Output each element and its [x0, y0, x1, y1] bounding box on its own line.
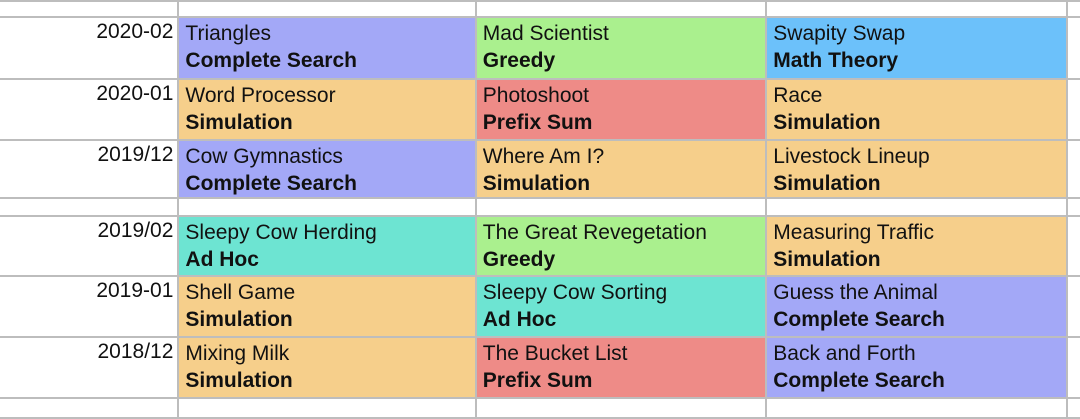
problem-name: Photoshoot — [482, 84, 590, 107]
blank-row — [0, 397, 1080, 419]
empty-cell[interactable] — [1065, 197, 1080, 217]
problem-cell[interactable] — [474, 197, 768, 217]
problem-category: Simulation — [773, 172, 881, 195]
problem-category: Complete Search — [773, 308, 945, 331]
problem-cell[interactable] — [474, 0, 768, 18]
date-cell[interactable]: 2019-01 — [0, 275, 180, 338]
problem-name: Back and Forth — [773, 342, 916, 365]
problem-category: Greedy — [482, 49, 556, 72]
table-row: 2020-01 Word Processor Simulation Photoshoo… — [0, 78, 1080, 141]
problem-cell[interactable] — [177, 197, 477, 217]
problem-cell[interactable]: Swapity Swap Math Theory — [765, 16, 1068, 80]
date-cell[interactable]: 2019/12 — [0, 139, 180, 199]
problem-cell[interactable]: The Great Revegetation Greedy — [474, 215, 768, 277]
empty-cell[interactable] — [1065, 397, 1080, 419]
problem-category: Greedy — [482, 248, 556, 271]
problem-cell[interactable]: Where Am I? Simulation — [474, 139, 768, 199]
problem-category: Complete Search — [773, 369, 945, 392]
problem-cell[interactable]: The Bucket List Prefix Sum — [474, 336, 768, 399]
date-cell[interactable] — [0, 197, 180, 217]
table-row: 2018/12 Mixing Milk Simulation The Bucket L… — [0, 336, 1080, 399]
problem-cell[interactable]: Cow Gymnastics Complete Search — [177, 139, 477, 199]
problem-cell[interactable]: Guess the Animal Complete Search — [765, 275, 1068, 338]
problem-cell[interactable] — [177, 0, 477, 18]
table-row: 2019-01 Shell Game Simulation Sleepy Cow So… — [0, 275, 1080, 338]
empty-cell[interactable] — [1065, 0, 1080, 18]
problem-name: Triangles — [185, 22, 271, 45]
problem-name: Guess the Animal — [773, 281, 938, 304]
problem-cell[interactable] — [765, 0, 1068, 18]
date-cell[interactable]: 2020-02 — [0, 16, 180, 80]
problem-cell[interactable]: Mixing Milk Simulation — [177, 336, 477, 399]
empty-cell[interactable] — [1065, 336, 1080, 399]
problem-category: Ad Hoc — [482, 308, 557, 331]
problem-name: Race — [773, 84, 823, 107]
problem-category: Prefix Sum — [482, 369, 593, 392]
problem-name: Measuring Traffic — [773, 221, 934, 244]
problem-name: Sleepy Cow Sorting — [482, 281, 668, 304]
problem-category: Complete Search — [185, 49, 357, 72]
problem-cell[interactable]: Sleepy Cow Sorting Ad Hoc — [474, 275, 768, 338]
problem-cell[interactable] — [765, 197, 1068, 217]
problem-cell[interactable] — [474, 397, 768, 419]
problem-name: Word Processor — [185, 84, 336, 107]
empty-cell[interactable] — [1065, 275, 1080, 338]
problem-category: Simulation — [482, 172, 591, 195]
date-cell[interactable]: 2019/02 — [0, 215, 180, 277]
problem-category: Simulation — [185, 111, 293, 134]
problem-name: Livestock Lineup — [773, 145, 930, 168]
date-cell[interactable]: 2018/12 — [0, 336, 180, 399]
problem-cell[interactable]: Race Simulation — [765, 78, 1068, 141]
problem-category: Ad Hoc — [185, 248, 259, 271]
problem-name: Cow Gymnastics — [185, 145, 343, 168]
date-cell[interactable]: 2020-01 — [0, 78, 180, 141]
problem-cell[interactable] — [765, 397, 1068, 419]
problem-name: Swapity Swap — [773, 22, 906, 45]
problem-category: Math Theory — [773, 49, 899, 72]
problem-category: Simulation — [773, 111, 881, 134]
problem-name: Mixing Milk — [185, 342, 290, 365]
problem-category: Simulation — [185, 369, 293, 392]
problem-category: Prefix Sum — [482, 111, 593, 134]
problem-cell[interactable]: Mad Scientist Greedy — [474, 16, 768, 80]
problem-cell[interactable]: Sleepy Cow Herding Ad Hoc — [177, 215, 477, 277]
problem-category: Simulation — [773, 248, 881, 271]
table-row: 2019/12 Cow Gymnastics Complete Search Wher… — [0, 139, 1080, 199]
empty-cell[interactable] — [1065, 215, 1080, 277]
date-cell[interactable] — [0, 0, 180, 18]
table-row: 2019/02 Sleepy Cow Herding Ad Hoc The Great… — [0, 215, 1080, 277]
problem-name: Mad Scientist — [482, 22, 609, 45]
blank-row — [0, 197, 1080, 217]
empty-cell[interactable] — [1065, 139, 1080, 199]
date-cell[interactable] — [0, 397, 180, 419]
problem-category: Simulation — [185, 308, 293, 331]
blank-row — [0, 0, 1080, 18]
problem-name: Where Am I? — [482, 145, 605, 168]
problem-cell[interactable]: Word Processor Simulation — [177, 78, 477, 141]
empty-cell[interactable] — [1065, 16, 1080, 80]
problem-name: The Great Revegetation — [482, 221, 707, 244]
problem-name: Sleepy Cow Herding — [185, 221, 377, 244]
problem-cell[interactable]: Triangles Complete Search — [177, 16, 477, 80]
problem-cell[interactable]: Measuring Traffic Simulation — [765, 215, 1068, 277]
problem-cell[interactable] — [177, 397, 477, 419]
problem-name: Shell Game — [185, 281, 296, 304]
problem-cell[interactable]: Back and Forth Complete Search — [765, 336, 1068, 399]
problem-cell[interactable]: Photoshoot Prefix Sum — [474, 78, 768, 141]
problem-cell[interactable]: Shell Game Simulation — [177, 275, 477, 338]
empty-cell[interactable] — [1065, 78, 1080, 141]
problem-category: Complete Search — [185, 172, 357, 195]
problem-name: The Bucket List — [482, 342, 628, 365]
problem-cell[interactable]: Livestock Lineup Simulation — [765, 139, 1068, 199]
table-row: 2020-02 Triangles Complete Search Mad Scien… — [0, 16, 1080, 80]
